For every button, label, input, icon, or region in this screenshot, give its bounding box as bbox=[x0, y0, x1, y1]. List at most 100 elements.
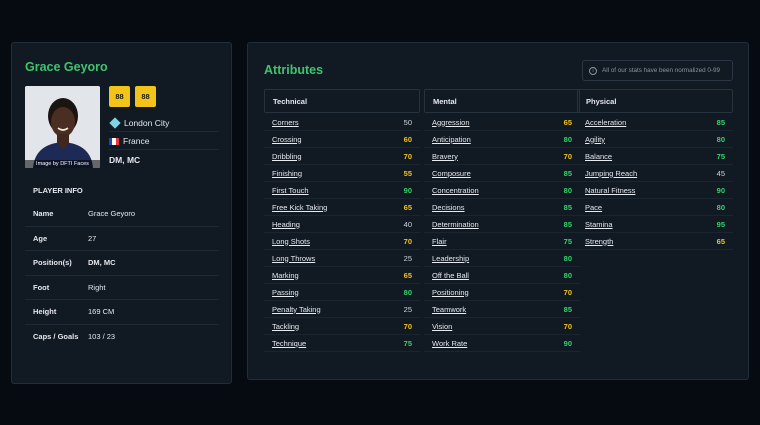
attribute-link[interactable]: Corners bbox=[272, 117, 299, 127]
attribute-link[interactable]: Technique bbox=[272, 338, 307, 348]
notice-text: All of our stats have been normalized 0-… bbox=[602, 67, 720, 74]
attribute-value: 70 bbox=[403, 151, 412, 161]
info-row-age: Age 27 bbox=[25, 227, 219, 251]
attribute-value: 65 bbox=[716, 236, 725, 246]
attribute-row: Work Rate 90 bbox=[424, 335, 580, 352]
info-row-foot: Foot Right bbox=[25, 276, 219, 300]
attribute-row: Natural Fitness 90 bbox=[577, 182, 733, 199]
column-header: Physical bbox=[577, 89, 733, 113]
info-label: Caps / Goals bbox=[33, 332, 79, 342]
attribute-value: 95 bbox=[716, 219, 725, 229]
attribute-value: 80 bbox=[563, 185, 572, 195]
attribute-link[interactable]: Free Kick Taking bbox=[272, 202, 328, 212]
attribute-link[interactable]: Aggression bbox=[432, 117, 470, 127]
attribute-row: Anticipation 80 bbox=[424, 131, 580, 148]
physical-column: Physical Acceleration 85 Agility 80 Balance 7… bbox=[577, 89, 733, 250]
info-value: 103 / 23 bbox=[88, 332, 116, 342]
info-value: 27 bbox=[88, 233, 97, 243]
attribute-link[interactable]: Marking bbox=[272, 270, 299, 280]
attribute-link[interactable]: Long Throws bbox=[272, 253, 316, 263]
attribute-link[interactable]: Agility bbox=[585, 134, 606, 144]
player-info-table: Name Grace Geyoro Age 27 Position(s) DM,… bbox=[25, 202, 219, 349]
attribute-row: Composure 85 bbox=[424, 165, 580, 182]
attribute-link[interactable]: Concentration bbox=[432, 185, 479, 195]
attribute-value: 55 bbox=[403, 168, 412, 178]
attribute-link[interactable]: Determination bbox=[432, 219, 479, 229]
attributes-card: Attributes i All of our stats have been … bbox=[247, 42, 749, 380]
attribute-link[interactable]: Leadership bbox=[432, 253, 470, 263]
attribute-link[interactable]: Off the Ball bbox=[432, 270, 469, 280]
info-label: Position(s) bbox=[33, 258, 72, 268]
attribute-row: First Touch 90 bbox=[264, 182, 420, 199]
attribute-link[interactable]: Pace bbox=[585, 202, 603, 212]
attribute-link[interactable]: Anticipation bbox=[432, 134, 471, 144]
attribute-link[interactable]: Balance bbox=[585, 151, 613, 161]
player-card: Grace Geyoro Image by DFTI Faces 88 88 L… bbox=[11, 42, 232, 384]
attribute-value: 70 bbox=[563, 151, 572, 161]
attribute-link[interactable]: Decisions bbox=[432, 202, 465, 212]
info-value: DM, MC bbox=[88, 258, 116, 268]
club-row[interactable]: London City bbox=[109, 115, 219, 132]
player-name: Grace Geyoro bbox=[25, 60, 108, 74]
info-label: Age bbox=[33, 233, 48, 243]
attribute-link[interactable]: Stamina bbox=[585, 219, 613, 229]
attribute-link[interactable]: Natural Fitness bbox=[585, 185, 636, 195]
attribute-link[interactable]: Composure bbox=[432, 168, 471, 178]
attribute-row: Long Throws 25 bbox=[264, 250, 420, 267]
attribute-value: 80 bbox=[716, 202, 725, 212]
attribute-link[interactable]: First Touch bbox=[272, 185, 309, 195]
attribute-value: 80 bbox=[563, 270, 572, 280]
club-name: London City bbox=[124, 118, 170, 128]
attribute-link[interactable]: Dribbling bbox=[272, 151, 302, 161]
photo-credit: Image by DFTI Faces bbox=[25, 160, 100, 168]
attribute-link[interactable]: Jumping Reach bbox=[585, 168, 638, 178]
attribute-value: 75 bbox=[403, 338, 412, 348]
attribute-value: 60 bbox=[403, 134, 412, 144]
attribute-row: Corners 50 bbox=[264, 114, 420, 131]
attribute-link[interactable]: Tackling bbox=[272, 321, 300, 331]
attribute-value: 70 bbox=[403, 236, 412, 246]
mental-column: Mental Aggression 65 Anticipation 80 Bravery… bbox=[424, 89, 580, 352]
attribute-link[interactable]: Passing bbox=[272, 287, 299, 297]
attribute-link[interactable]: Strength bbox=[585, 236, 614, 246]
attribute-link[interactable]: Crossing bbox=[272, 134, 302, 144]
column-header: Mental bbox=[424, 89, 580, 113]
attribute-value: 65 bbox=[403, 270, 412, 280]
info-value: 169 CM bbox=[88, 307, 115, 317]
player-photo: Image by DFTI Faces bbox=[25, 86, 100, 168]
attribute-value: 80 bbox=[563, 253, 572, 263]
info-label: Name bbox=[33, 209, 54, 219]
attribute-link[interactable]: Long Shots bbox=[272, 236, 310, 246]
attribute-row: Determination 85 bbox=[424, 216, 580, 233]
attribute-link[interactable]: Bravery bbox=[432, 151, 458, 161]
attribute-link[interactable]: Heading bbox=[272, 219, 300, 229]
positions-value: DM, MC bbox=[109, 154, 141, 165]
attribute-row: Passing 80 bbox=[264, 284, 420, 301]
attribute-row: Penalty Taking 25 bbox=[264, 301, 420, 318]
attribute-value: 80 bbox=[563, 134, 572, 144]
attribute-row: Concentration 80 bbox=[424, 182, 580, 199]
attribute-link[interactable]: Vision bbox=[432, 321, 453, 331]
attribute-link[interactable]: Flair bbox=[432, 236, 447, 246]
attribute-row: Acceleration 85 bbox=[577, 114, 733, 131]
attribute-row: Balance 75 bbox=[577, 148, 733, 165]
attribute-value: 90 bbox=[403, 185, 412, 195]
info-icon: i bbox=[589, 66, 597, 75]
normalization-notice: i All of our stats have been normalized … bbox=[582, 60, 733, 81]
attribute-value: 75 bbox=[563, 236, 572, 246]
attribute-value: 65 bbox=[403, 202, 412, 212]
attribute-link[interactable]: Finishing bbox=[272, 168, 303, 178]
attribute-row: Jumping Reach 45 bbox=[577, 165, 733, 182]
attribute-link[interactable]: Positioning bbox=[432, 287, 469, 297]
info-label: Foot bbox=[33, 282, 50, 292]
attribute-value: 80 bbox=[403, 287, 412, 297]
nation-name: France bbox=[123, 136, 150, 146]
attribute-link[interactable]: Teamwork bbox=[432, 304, 467, 314]
attribute-link[interactable]: Work Rate bbox=[432, 338, 468, 348]
info-value: Right bbox=[88, 282, 106, 292]
france-flag-icon bbox=[109, 137, 119, 145]
attribute-row: Dribbling 70 bbox=[264, 148, 420, 165]
attribute-row: Tackling 70 bbox=[264, 318, 420, 335]
attribute-link[interactable]: Acceleration bbox=[585, 117, 627, 127]
attribute-link[interactable]: Penalty Taking bbox=[272, 304, 321, 314]
